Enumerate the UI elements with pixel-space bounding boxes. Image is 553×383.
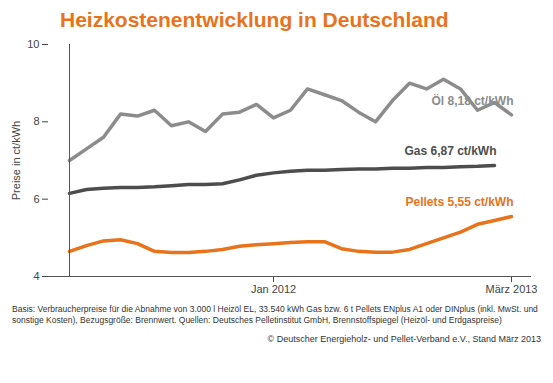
svg-text:10: 10 bbox=[27, 38, 39, 50]
html-text:© Deutscher Energieholz- und P: © Deutscher Energieholz- und Pellet-Verb… bbox=[267, 334, 541, 344]
svg-text:8: 8 bbox=[33, 115, 39, 127]
html-text:Heizkostenentwicklung in Deuts: Heizkostenentwicklung in Deutschland bbox=[60, 8, 449, 31]
svg-text:4: 4 bbox=[33, 270, 39, 282]
svg-text:Jan 2012: Jan 2012 bbox=[251, 283, 296, 295]
svg-text:Öl 8,18 ct/kWh: Öl 8,18 ct/kWh bbox=[431, 93, 513, 108]
svg-text:Pellets 5,55 ct/kWh: Pellets 5,55 ct/kWh bbox=[405, 195, 513, 209]
svg-text:6: 6 bbox=[33, 193, 39, 205]
svg-text:März 2013: März 2013 bbox=[486, 283, 538, 295]
html-text:Basis: Verbraucherpreise für d: Basis: Verbraucherpreise für die Abnahme… bbox=[12, 304, 538, 325]
svg-text:Preise in ct/kWh: Preise in ct/kWh bbox=[10, 121, 22, 200]
svg-text:Gas 6,87 ct/kWh: Gas 6,87 ct/kWh bbox=[404, 144, 496, 158]
